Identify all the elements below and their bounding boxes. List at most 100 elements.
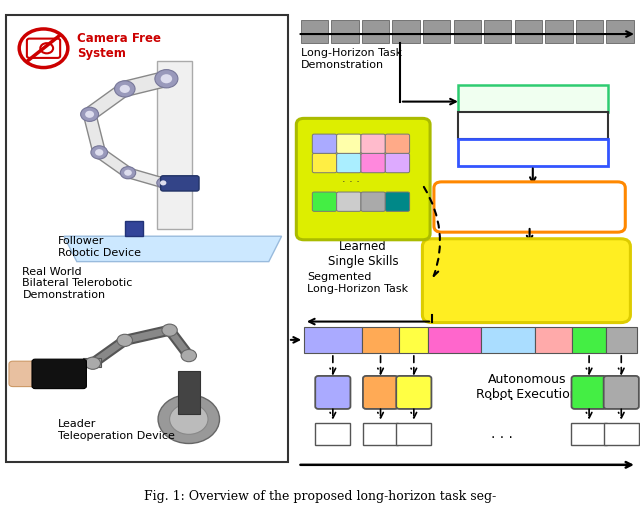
FancyBboxPatch shape [32,359,86,389]
FancyBboxPatch shape [428,327,481,353]
Text: Autonomous
Robot Execution: Autonomous Robot Execution [476,373,578,401]
FancyBboxPatch shape [385,153,410,173]
FancyBboxPatch shape [396,423,431,444]
Text: Fig. 1: Overview of the proposed long-horizon task seg-: Fig. 1: Overview of the proposed long-ho… [144,490,496,503]
Circle shape [95,149,104,156]
FancyBboxPatch shape [312,192,337,211]
Circle shape [81,107,99,121]
Text: Exec: Exec [610,429,633,438]
FancyBboxPatch shape [332,20,358,43]
FancyBboxPatch shape [385,192,410,211]
Text: NN: NN [371,388,390,397]
FancyBboxPatch shape [125,221,143,236]
Circle shape [158,395,220,443]
Text: Twist: Twist [577,335,601,344]
FancyBboxPatch shape [392,20,420,43]
Text: Learned
Single Skills: Learned Single Skills [328,240,399,268]
Text: Exec: Exec [321,429,344,438]
FancyBboxPatch shape [385,134,410,153]
FancyBboxPatch shape [454,20,481,43]
Text: · · ·: · · · [342,177,360,187]
FancyBboxPatch shape [423,20,451,43]
FancyBboxPatch shape [296,118,430,240]
Text: Exec: Exec [403,429,426,438]
FancyBboxPatch shape [572,376,607,409]
Text: Extract
Features: Extract Features [501,193,558,221]
Text: Robot State: Robot State [496,119,570,132]
FancyBboxPatch shape [572,423,607,444]
FancyBboxPatch shape [605,327,637,353]
Text: . . .: . . . [490,427,513,440]
Circle shape [91,146,108,159]
Text: Reach: Reach [319,335,347,344]
Circle shape [124,170,132,176]
FancyBboxPatch shape [604,423,639,444]
FancyBboxPatch shape [316,376,351,409]
FancyBboxPatch shape [515,20,542,43]
Circle shape [85,111,94,118]
Circle shape [170,404,208,434]
FancyBboxPatch shape [9,361,52,387]
Text: Grasp: Grasp [540,335,567,344]
Text: NN: NN [580,388,598,397]
FancyBboxPatch shape [458,139,608,166]
Text: Follower
Robotic Device: Follower Robotic Device [58,236,141,258]
FancyBboxPatch shape [362,327,399,353]
Circle shape [162,324,177,336]
FancyBboxPatch shape [484,20,511,43]
FancyBboxPatch shape [458,112,608,139]
FancyBboxPatch shape [6,15,288,462]
FancyBboxPatch shape [83,358,101,367]
FancyBboxPatch shape [361,192,385,211]
FancyBboxPatch shape [606,20,634,43]
Text: Wipe Back: Wipe Back [431,335,479,344]
FancyBboxPatch shape [363,376,398,409]
Text: NN: NN [404,388,423,397]
FancyBboxPatch shape [361,134,385,153]
FancyBboxPatch shape [157,61,192,229]
FancyBboxPatch shape [604,376,639,409]
Text: Exec: Exec [369,429,392,438]
Text: Touch: Touch [367,335,394,344]
Text: Leader
Teleoperation Device: Leader Teleoperation Device [58,419,175,441]
Text: . . .: . . . [488,386,515,404]
Text: Wipe Forth: Wipe Forth [483,335,533,344]
FancyBboxPatch shape [545,20,573,43]
Text: Long-Horizon Task
Demonstration: Long-Horizon Task Demonstration [301,48,402,70]
Text: Camera Free
System: Camera Free System [77,31,161,60]
FancyBboxPatch shape [301,20,328,43]
FancyBboxPatch shape [362,20,389,43]
Circle shape [120,167,136,179]
FancyBboxPatch shape [337,192,361,211]
Text: Real World
Bilateral Telerobotic
Demonstration: Real World Bilateral Telerobotic Demonst… [22,267,132,300]
Circle shape [160,180,166,185]
Text: Tactile: Tactile [513,92,553,105]
FancyBboxPatch shape [422,239,630,323]
Circle shape [161,74,172,83]
Text: NN: NN [324,388,342,397]
FancyBboxPatch shape [178,371,200,414]
FancyBboxPatch shape [535,327,572,353]
FancyBboxPatch shape [312,134,337,153]
Text: Segmented
Long-Horizon Task: Segmented Long-Horizon Task [307,272,408,294]
Circle shape [117,334,132,346]
FancyBboxPatch shape [304,327,362,353]
FancyBboxPatch shape [363,423,398,444]
FancyBboxPatch shape [337,153,361,173]
FancyBboxPatch shape [576,20,603,43]
Circle shape [157,178,170,188]
Text: Flip: Flip [406,335,422,344]
FancyBboxPatch shape [361,153,385,173]
FancyBboxPatch shape [572,327,605,353]
FancyBboxPatch shape [312,153,337,173]
Circle shape [85,357,100,369]
Circle shape [181,350,196,362]
Text: NN: NN [612,388,630,397]
FancyBboxPatch shape [481,327,535,353]
FancyBboxPatch shape [316,423,351,444]
Circle shape [120,85,130,93]
FancyBboxPatch shape [399,327,428,353]
FancyBboxPatch shape [434,182,625,232]
Circle shape [155,70,178,88]
FancyBboxPatch shape [161,176,199,191]
